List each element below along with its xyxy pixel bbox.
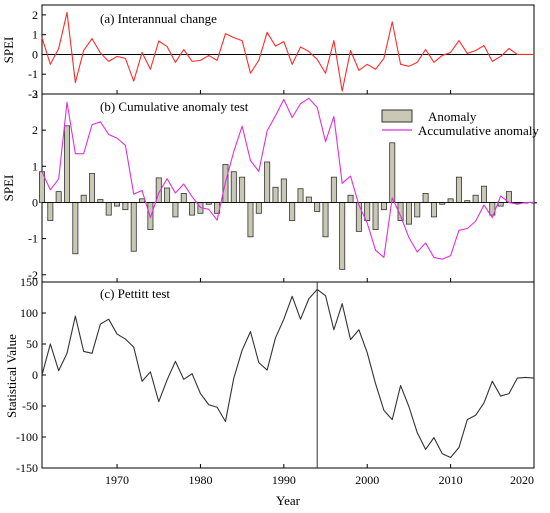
anomaly-bar <box>47 202 54 221</box>
anomaly-bar <box>97 199 104 203</box>
anomaly-bar <box>372 202 379 230</box>
anomaly-bar <box>122 202 129 211</box>
panel-c-ytick-label: 0 <box>32 368 38 382</box>
x-tick-label: 2020 <box>510 473 534 487</box>
panel-b-ytick-label: 0 <box>32 195 38 209</box>
anomaly-bar <box>472 194 479 203</box>
panel-a-ytick-label: 1 <box>32 28 38 42</box>
panel-c-ylabel: Statistical Value <box>4 334 19 418</box>
anomaly-bar <box>355 202 362 232</box>
anomaly-bar <box>272 186 279 203</box>
panel-a-ytick-label: -1 <box>28 67 38 81</box>
panel-b-title: (b) Cumulative anomaly test <box>100 99 249 114</box>
x-tick-label: 1980 <box>188 473 212 487</box>
panel-b-plot: -2 -1 0 1 2 3 <box>28 87 537 282</box>
anomaly-bar <box>55 191 62 203</box>
anomaly-bar <box>347 194 354 203</box>
accumulative-anomaly-line <box>41 97 534 260</box>
panel-c-frame <box>41 281 535 469</box>
legend-label-accumulative: Accumulative anomaly <box>418 123 539 138</box>
anomaly-bar <box>405 202 412 225</box>
anomaly-bar <box>339 202 346 270</box>
anomaly-bar <box>380 202 387 211</box>
anomaly-bar <box>139 198 146 203</box>
anomaly-bar <box>247 202 254 238</box>
anomaly-bar <box>80 194 87 203</box>
panel-c-plot: -150 -100 -50 0 50 100 150 1970 1980 1990 2000 2010… <box>16 275 535 487</box>
panel-a-ytick-label: 2 <box>32 8 38 22</box>
anomaly-bar <box>172 202 179 218</box>
panel-c-ytick-label: 50 <box>26 337 38 351</box>
anomaly-bar <box>239 176 246 203</box>
anomaly-bar <box>264 161 271 203</box>
panel-a-series-line <box>41 11 534 92</box>
anomaly-bar <box>72 202 79 255</box>
x-tick-label: 1990 <box>272 473 296 487</box>
panel-a-ylabel: SPEI <box>1 37 16 64</box>
anomaly-bar <box>297 188 304 203</box>
anomaly-bar <box>497 202 504 207</box>
anomaly-bar <box>255 202 262 214</box>
anomaly-bar <box>230 171 237 203</box>
anomaly-bar <box>480 185 487 203</box>
pettitt-series-line <box>41 288 535 459</box>
anomaly-bar <box>389 142 396 203</box>
legend-label-anomaly: Anomaly <box>428 109 477 124</box>
anomaly-bar <box>189 202 196 216</box>
panel-c-ytick-label: 150 <box>20 275 38 289</box>
anomaly-bar <box>305 196 312 203</box>
panel-a-ytick-label: 0 <box>32 47 38 61</box>
anomaly-bar <box>414 202 421 218</box>
panel-c-ytick-label: 100 <box>20 306 38 320</box>
anomaly-bar <box>364 202 371 221</box>
anomaly-bar <box>64 125 71 203</box>
anomaly-bar <box>430 202 437 218</box>
anomaly-bar <box>455 176 462 203</box>
legend-swatch-anomaly <box>381 109 413 123</box>
panel-c-ytick-label: -50 <box>22 399 38 413</box>
anomaly-bar <box>89 173 96 203</box>
anomaly-bar <box>280 178 287 203</box>
anomaly-bar <box>314 202 321 212</box>
anomaly-bar <box>330 176 337 203</box>
panel-b-ytick-label: -2 <box>28 268 38 282</box>
anomaly-bar <box>164 187 171 203</box>
anomaly-bar <box>114 202 121 207</box>
panel-b-ylabel: SPEI <box>1 175 16 202</box>
panel-a-plot: -2 -1 0 1 2 <box>28 8 535 101</box>
x-tick-label: 1970 <box>105 473 129 487</box>
panel-a-ytick-label: -2 <box>28 87 38 101</box>
anomaly-bar <box>130 202 137 252</box>
anomaly-bar <box>289 202 296 221</box>
x-tick-label: 2010 <box>439 473 463 487</box>
legend: Anomaly Accumulative anomaly <box>381 109 539 138</box>
panel-a-title: (a) Interannual change <box>100 11 217 26</box>
panel-c-ytick-label: -150 <box>16 461 38 475</box>
panel-b-ytick-label: 2 <box>32 123 38 137</box>
anomaly-bar <box>180 193 187 203</box>
panel-c-title: (c) Pettitt test <box>100 286 170 301</box>
anomaly-bar <box>322 202 329 238</box>
panel-b-ytick-label: 1 <box>32 159 38 173</box>
anomaly-bar <box>447 198 454 203</box>
panel-b-ytick-label: -1 <box>28 232 38 246</box>
anomaly-bar <box>105 202 112 216</box>
anomaly-bar <box>422 193 429 203</box>
x-axis-label: Year <box>276 493 301 508</box>
panel-c-ytick-label: -100 <box>16 430 38 444</box>
x-tick-label: 2000 <box>355 473 379 487</box>
panel-b-ytick-label: 3 <box>32 87 38 101</box>
